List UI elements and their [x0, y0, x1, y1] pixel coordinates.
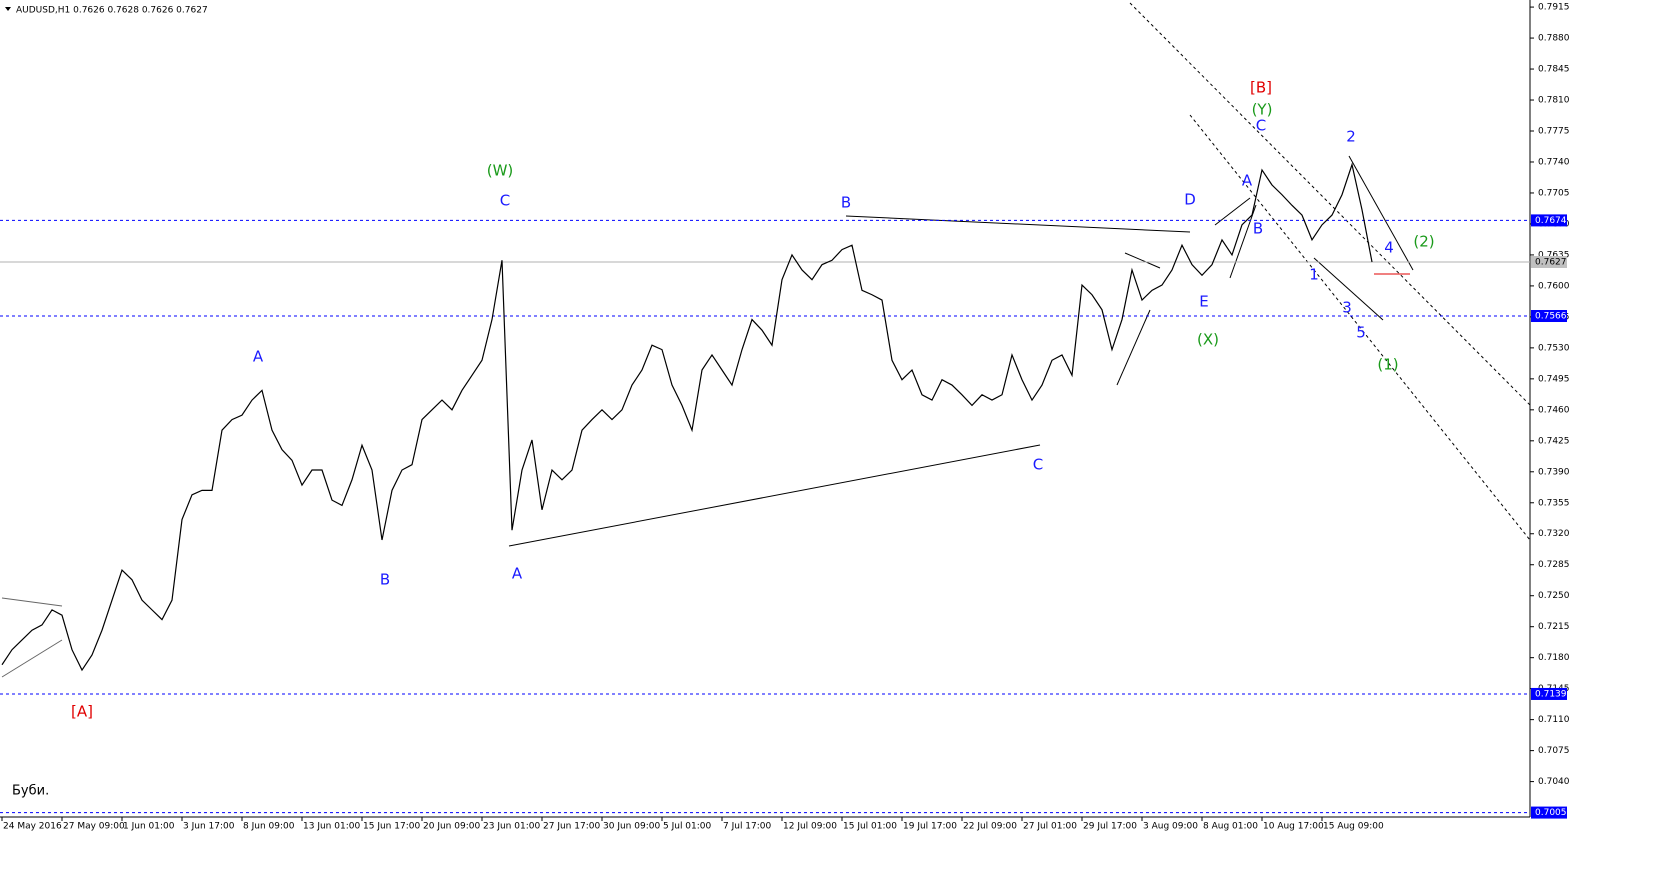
wave-label: (1)	[1377, 356, 1398, 374]
trendlines	[1, 2, 1531, 678]
y-tick-label: 0.7495	[1538, 374, 1570, 384]
y-tick-label: 0.7250	[1538, 591, 1570, 601]
y-tick-label: 0.7880	[1538, 34, 1570, 44]
x-tick-label: 30 Jun 09:00	[603, 822, 660, 832]
wave-label: (2)	[1413, 233, 1434, 251]
x-tick-label: 12 Jul 09:00	[783, 822, 837, 832]
y-tick-label: 0.7040	[1538, 777, 1570, 787]
y-tick-label: 0.7320	[1538, 529, 1570, 539]
x-tick-label: 5 Jul 01:00	[663, 822, 712, 832]
y-tick-label: 0.7355	[1538, 498, 1570, 508]
wave-label: 4	[1384, 239, 1394, 257]
x-tick-label: 23 Jun 01:00	[483, 822, 540, 832]
wave-label: [A]	[71, 703, 93, 721]
x-tick-label: 8 Aug 01:00	[1203, 822, 1258, 832]
y-tick-label: 0.7075	[1538, 746, 1570, 756]
level-label: 0.7005	[1535, 808, 1567, 818]
wave-label: D	[1184, 191, 1196, 209]
chart-title: AUDUSD,H1 0.7626 0.7628 0.7626 0.7627	[16, 6, 208, 16]
x-tick-label: 8 Jun 09:00	[243, 822, 295, 832]
x-tick-label: 22 Jul 09:00	[963, 822, 1017, 832]
level-label-box	[1531, 310, 1567, 323]
x-tick-label: 29 Jul 17:00	[1083, 822, 1137, 832]
trendline	[1, 597, 63, 607]
wave-label: B	[380, 571, 390, 589]
wave-label: 5	[1356, 324, 1366, 342]
trendline	[508, 444, 1041, 547]
wave-label: (X)	[1197, 331, 1219, 349]
x-tick-label: 7 Jul 17:00	[723, 822, 772, 832]
wave-label: [B]	[1250, 79, 1272, 97]
x-tick-label: 20 Jun 09:00	[423, 822, 480, 832]
y-tick-label: 0.7740	[1538, 157, 1570, 167]
wave-label: A	[1242, 172, 1253, 190]
x-tick-label: 27 Jun 17:00	[543, 822, 600, 832]
x-tick-label: 15 Jun 17:00	[363, 822, 420, 832]
wave-label: C	[1033, 456, 1043, 474]
wave-label: 2	[1346, 128, 1356, 146]
x-tick-label: 10 Aug 17:00	[1263, 822, 1324, 832]
trendline	[1229, 204, 1257, 279]
trendline	[845, 215, 1191, 233]
x-tick-label: 3 Jun 17:00	[183, 822, 235, 832]
x-tick-label: 1 Jun 01:00	[123, 822, 175, 832]
note: Буби.	[12, 784, 49, 799]
wave-label: A	[512, 565, 523, 583]
y-tick-label: 0.7810	[1538, 96, 1570, 106]
y-tick-label: 0.7425	[1538, 436, 1570, 446]
wave-label: C	[1256, 117, 1266, 135]
y-tick-label: 0.7285	[1538, 560, 1570, 570]
level-label-box	[1531, 687, 1567, 700]
menu-arrow	[5, 7, 11, 11]
y-tick-label: 0.7845	[1538, 65, 1570, 75]
channel-line	[1189, 114, 1531, 541]
level-label-box	[1531, 806, 1567, 819]
y-tick-label: 0.7915	[1538, 3, 1570, 13]
wave-label: 1	[1309, 266, 1319, 284]
y-tick-label: 0.7635	[1538, 250, 1570, 260]
x-tick-label: 27 May 09:00	[63, 822, 125, 832]
x-tick-label: 24 May 2016	[3, 822, 62, 832]
y-tick-label: 0.7530	[1538, 343, 1570, 353]
y-tick-label: 0.7775	[1538, 127, 1570, 137]
y-tick-label: 0.7460	[1538, 405, 1570, 415]
channel-line	[1129, 2, 1531, 406]
y-tick-label: 0.7705	[1538, 188, 1570, 198]
wave-label: (W)	[487, 162, 514, 180]
trendline	[1124, 252, 1161, 269]
level-label: 0.7627	[1535, 258, 1567, 268]
x-tick-label: 13 Jun 01:00	[303, 822, 360, 832]
wave-label: B	[841, 194, 851, 212]
y-tick-label: 0.7180	[1538, 653, 1570, 663]
trendline	[1313, 257, 1384, 321]
wave-label: B	[1253, 220, 1263, 238]
price-line	[1, 162, 1373, 672]
trendline	[1116, 309, 1151, 386]
x-tick-label: 19 Jul 17:00	[903, 822, 957, 832]
x-tick-label: 3 Aug 09:00	[1143, 822, 1198, 832]
wave-label: A	[253, 348, 264, 366]
wave-label: (Y)	[1252, 101, 1273, 119]
x-tick-label: 15 Jul 01:00	[843, 822, 897, 832]
trendline	[1348, 155, 1414, 271]
y-tick-label: 0.7215	[1538, 622, 1570, 632]
level-label: 0.7674	[1535, 216, 1567, 226]
x-tick-label: 15 Aug 09:00	[1323, 822, 1384, 832]
level-label: 0.7139	[1535, 689, 1567, 699]
y-tick-label: 0.7110	[1538, 715, 1570, 725]
y-tick-label: 0.7390	[1538, 467, 1570, 477]
wave-label: 3	[1342, 299, 1352, 317]
wave-label: E	[1199, 293, 1208, 311]
trendline	[1, 639, 63, 678]
level-label: 0.7566	[1535, 312, 1567, 322]
level-label-box	[1531, 214, 1567, 227]
y-tick-label: 0.7600	[1538, 281, 1570, 291]
wave-label: C	[500, 192, 510, 210]
level-label-box	[1531, 256, 1567, 269]
x-tick-label: 27 Jul 01:00	[1023, 822, 1077, 832]
